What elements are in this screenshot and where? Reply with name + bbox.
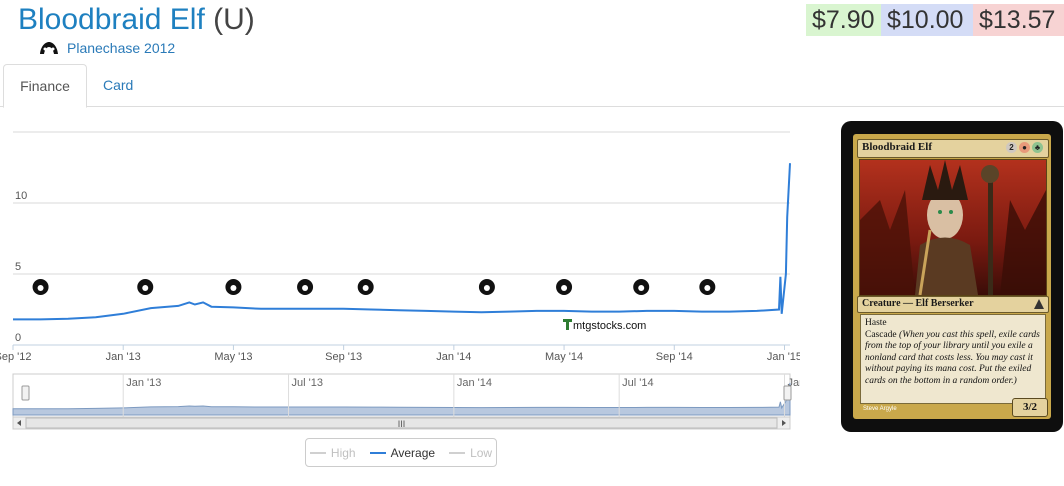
mana-generic-icon: 2 bbox=[1006, 142, 1017, 153]
mana-red-icon: ● bbox=[1019, 142, 1030, 153]
card-rules-box: Haste Cascade (When you cast this spell,… bbox=[860, 314, 1046, 404]
x-tick-label: Sep '12 bbox=[0, 351, 31, 363]
card-name-bar: Bloodbraid Elf 2 ● ♣ bbox=[857, 139, 1049, 158]
card-set-symbol-icon bbox=[1034, 299, 1044, 309]
mana-green-icon: ♣ bbox=[1032, 142, 1043, 153]
chart-grid bbox=[12, 131, 790, 350]
price-history-chart: Jan '13 Jul '13 Jan '14 Jul '14 Jan '15 III 0… bbox=[0, 131, 800, 430]
card-type-bar: Creature — Elf Berserker bbox=[857, 296, 1049, 313]
x-tick-label: Sep '13 bbox=[325, 351, 362, 363]
y-tick-label: 5 bbox=[15, 261, 21, 273]
card-cascade-keyword: Cascade bbox=[865, 329, 897, 340]
card-image: Bloodbraid Elf 2 ● ♣ bbox=[841, 121, 1063, 432]
card-artist: Steve Argyle bbox=[863, 406, 897, 412]
card-type-line: Creature — Elf Berserker bbox=[862, 298, 974, 309]
chart-legend: High Average Low bbox=[305, 438, 497, 467]
set-release-markers bbox=[32, 279, 716, 295]
navigator-label: Jul '13 bbox=[292, 377, 323, 389]
legend-high[interactable]: High bbox=[309, 446, 356, 460]
navigator-handle-left[interactable] bbox=[21, 385, 30, 401]
tab-bar: Finance Card bbox=[0, 64, 1064, 108]
x-tick-label: Jan '14 bbox=[436, 351, 471, 363]
set-name-link[interactable]: Planechase 2012 bbox=[67, 40, 176, 56]
navigator-label: Jul '14 bbox=[622, 377, 653, 389]
tab-card[interactable]: Card bbox=[103, 77, 134, 93]
average-price-line bbox=[13, 163, 791, 321]
card-name-link[interactable]: Bloodbraid Elf bbox=[18, 3, 205, 36]
legend-low[interactable]: Low bbox=[449, 446, 492, 460]
gatecrash-icon bbox=[137, 279, 154, 295]
born-of-the-gods-icon bbox=[478, 279, 495, 295]
magic-2015-icon bbox=[633, 279, 650, 295]
legend-average[interactable]: Average bbox=[369, 446, 435, 460]
tab-finance[interactable]: Finance bbox=[3, 64, 87, 108]
card-haste-text: Haste bbox=[865, 318, 887, 328]
x-tick-label: May '13 bbox=[214, 351, 252, 363]
navigator-handle-right[interactable] bbox=[783, 385, 792, 401]
theros-icon bbox=[357, 279, 374, 295]
card-title: Bloodbraid Elf (U) bbox=[18, 2, 255, 38]
card-power-toughness: 3/2 bbox=[1012, 398, 1048, 417]
mtgstocks-credit-text[interactable]: mtgstocks.com bbox=[573, 320, 646, 332]
scroll-right-icon[interactable] bbox=[782, 420, 786, 426]
x-tick-label: Jan '13 bbox=[106, 351, 141, 363]
price-average-badge: $10.00 bbox=[881, 4, 981, 36]
magic-2014-icon bbox=[297, 279, 314, 295]
chart-labels: 0 5 10 Sep '12 Jan '13 May '13 Sep '13 Jan '14 M… bbox=[0, 190, 800, 363]
mtgstocks-credit[interactable]: mtgstocks.com bbox=[563, 319, 646, 332]
x-tick-label: Jan '15 bbox=[767, 351, 800, 363]
y-tick-label: 0 bbox=[15, 332, 21, 344]
card-cascade-reminder: (When you cast this spell, exile cards f… bbox=[865, 329, 1040, 386]
scrollbar-thumb[interactable] bbox=[25, 417, 778, 429]
scroll-left-icon[interactable] bbox=[17, 420, 21, 426]
set-line: Planechase 2012 bbox=[38, 38, 175, 58]
x-tick-label: May '14 bbox=[545, 351, 583, 363]
navigator-area bbox=[12, 382, 791, 416]
journey-into-nyx-icon bbox=[556, 279, 573, 295]
navigator-label: Jan '14 bbox=[457, 377, 492, 389]
khans-of-tarkir-icon bbox=[699, 279, 716, 295]
navigator-label: Jan '13 bbox=[126, 377, 161, 389]
return-to-ravnica-icon bbox=[32, 279, 49, 295]
dragons-maze-icon bbox=[225, 279, 242, 295]
x-tick-label: Sep '14 bbox=[656, 351, 693, 363]
card-face-name: Bloodbraid Elf bbox=[862, 141, 932, 153]
price-low-badge: $7.90 bbox=[806, 4, 890, 36]
price-high-badge: $13.57 bbox=[973, 4, 1064, 36]
y-tick-label: 10 bbox=[15, 190, 27, 202]
planechase-set-icon bbox=[40, 42, 58, 54]
scrollbar-grip[interactable]: III bbox=[398, 419, 406, 429]
card-art bbox=[859, 159, 1047, 296]
card-frame-inner: Bloodbraid Elf 2 ● ♣ bbox=[853, 134, 1051, 419]
rarity-label: (U) bbox=[213, 3, 255, 36]
